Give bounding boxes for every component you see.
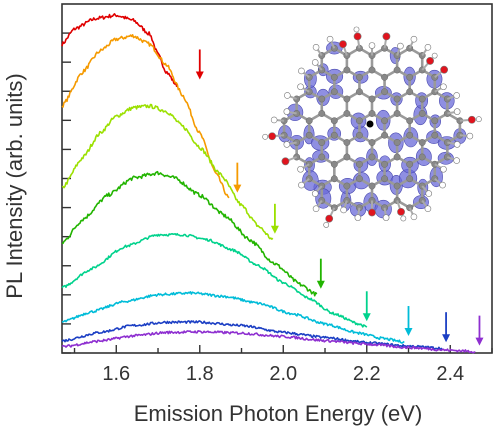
pl-spectrum-line [61, 13, 178, 88]
pl-spectrum-line [61, 232, 368, 328]
excitation-arrow [233, 162, 242, 193]
pl-spectrum-line [61, 34, 230, 199]
x-axis-label: Emission Photon Energy (eV) [134, 401, 423, 426]
x-tick-label: 1.6 [102, 363, 130, 385]
pl-spectrum-line [61, 103, 274, 240]
x-tick-label: 2.0 [269, 363, 297, 385]
excitation-arrow [475, 315, 484, 346]
excitation-arrow [404, 306, 413, 337]
y-axis-label: PL Intensity (arb. units) [2, 73, 27, 298]
excitation-arrow [270, 203, 279, 234]
graphene-quantum-dot-molecule-icon [262, 26, 482, 228]
x-tick-label: 2.2 [353, 363, 381, 385]
pl-spectrum-line [61, 320, 443, 351]
excitation-arrow [442, 312, 451, 343]
pl-spectrum-line [61, 170, 318, 297]
pl-spectrum-line [61, 330, 476, 354]
x-tick-label: 1.8 [186, 363, 214, 385]
excitation-arrow [362, 291, 371, 322]
plot-area: 1.6 1.8 2.0 2.2 2.4 [61, 3, 493, 385]
x-tick-label: 2.4 [436, 363, 464, 385]
excitation-arrow [316, 258, 325, 289]
pl-spectrum-line [61, 291, 405, 344]
plot-frame [61, 3, 493, 354]
excitation-arrow [195, 49, 204, 80]
